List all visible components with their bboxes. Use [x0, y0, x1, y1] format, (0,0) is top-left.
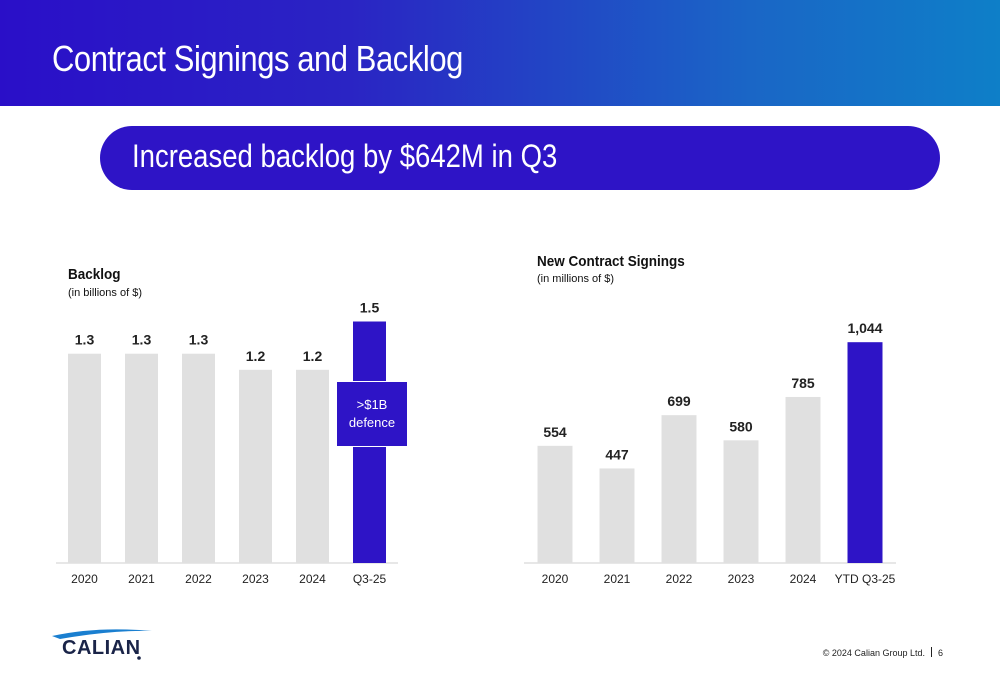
- x-tick-label: 2023: [728, 572, 755, 586]
- data-label: 1.3: [132, 332, 152, 348]
- backlog-chart-subtitle: (in billions of $): [68, 287, 142, 299]
- bar-2021: [125, 353, 158, 563]
- header-banner: [0, 0, 1000, 106]
- headline-pill: [100, 126, 940, 190]
- page-title: Contract Signings and Backlog: [52, 38, 463, 79]
- data-label: 580: [729, 418, 753, 434]
- footer-divider: [930, 647, 932, 657]
- x-tick-label: 2021: [128, 572, 155, 586]
- x-tick-label: 2024: [299, 572, 326, 586]
- defence-callout-line-1: >$1B: [356, 397, 388, 412]
- signings-chart-title: New Contract Signings: [537, 253, 685, 270]
- x-tick-label: 2022: [185, 572, 212, 586]
- bar-2024: [785, 396, 821, 563]
- bar-2023: [723, 440, 759, 563]
- bar-2020: [68, 353, 101, 563]
- bar-2021: [599, 468, 635, 563]
- x-tick-label: YTD Q3-25: [835, 572, 896, 586]
- copyright-text: © 2024 Calian Group Ltd.: [822, 648, 925, 658]
- x-tick-label: Q3-25: [353, 572, 387, 586]
- x-tick-label: 2020: [542, 572, 569, 586]
- backlog-chart-title: Backlog: [68, 266, 121, 283]
- data-label: 699: [667, 393, 691, 409]
- footer: © 2024 Calian Group Ltd. 6: [823, 647, 943, 658]
- x-tick-label: 2020: [71, 572, 98, 586]
- calian-logo: [52, 629, 152, 660]
- bar-2022: [182, 353, 215, 563]
- bar-2023: [239, 369, 272, 563]
- data-label: 1.2: [246, 348, 266, 364]
- page-number: 6: [937, 648, 943, 658]
- x-tick-label: 2023: [242, 572, 269, 586]
- bar-2024: [296, 369, 329, 563]
- logo-wordmark: CALIAN: [62, 637, 141, 659]
- data-label: 1.5: [360, 300, 380, 316]
- data-label: 447: [605, 446, 629, 462]
- headline-text: Increased backlog by $642M in Q3: [132, 138, 558, 174]
- x-tick-label: 2024: [790, 572, 817, 586]
- signings-chart-subtitle: (in millions of $): [537, 273, 615, 285]
- data-label: 554: [543, 424, 567, 440]
- data-label: 785: [791, 375, 815, 391]
- data-label: 1.3: [189, 332, 209, 348]
- data-label: 1.3: [75, 332, 95, 348]
- data-label: 1.2: [303, 348, 323, 364]
- defence-callout-line-2: defence: [348, 415, 396, 430]
- bar-ytd-q3-25: [847, 342, 883, 563]
- bar-2022: [661, 415, 697, 563]
- bar-2020: [537, 445, 573, 563]
- defence-callout: >$1B defence: [336, 381, 408, 447]
- x-tick-label: 2021: [604, 572, 631, 586]
- data-label: 1,044: [847, 320, 882, 336]
- x-tick-label: 2022: [666, 572, 693, 586]
